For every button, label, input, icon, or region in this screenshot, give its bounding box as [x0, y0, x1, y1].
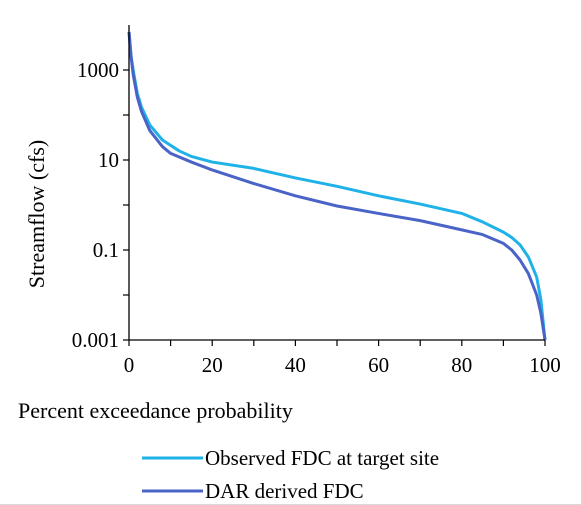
y-axis-label: Streamflow (cfs)	[24, 140, 49, 288]
x-tick-label: 60	[368, 353, 389, 377]
plot-lines	[127, 31, 547, 341]
x-axis-label: Percent exceedance probability	[18, 398, 293, 423]
axes	[123, 25, 546, 346]
x-tick-label: 100	[529, 353, 561, 377]
y-tick-label: 0.001	[72, 328, 119, 352]
tick-labels: 0.001 0.1 10 1000 0 20 40 60 80 100	[72, 58, 561, 377]
series-line-1	[127, 31, 547, 341]
x-tick-label: 20	[202, 353, 223, 377]
legend-label-2: DAR derived FDC	[205, 479, 364, 503]
y-tick-label: 1000	[77, 58, 119, 82]
series-line-2	[127, 31, 547, 341]
x-tick-label: 40	[285, 353, 306, 377]
x-tick-label: 80	[451, 353, 472, 377]
y-tick-label: 0.1	[93, 238, 119, 262]
legend-label-1: Observed FDC at target site	[205, 446, 439, 470]
legend: Observed FDC at target site DAR derived F…	[142, 446, 439, 503]
x-tick-label: 0	[124, 353, 135, 377]
y-tick-label: 10	[98, 148, 119, 172]
